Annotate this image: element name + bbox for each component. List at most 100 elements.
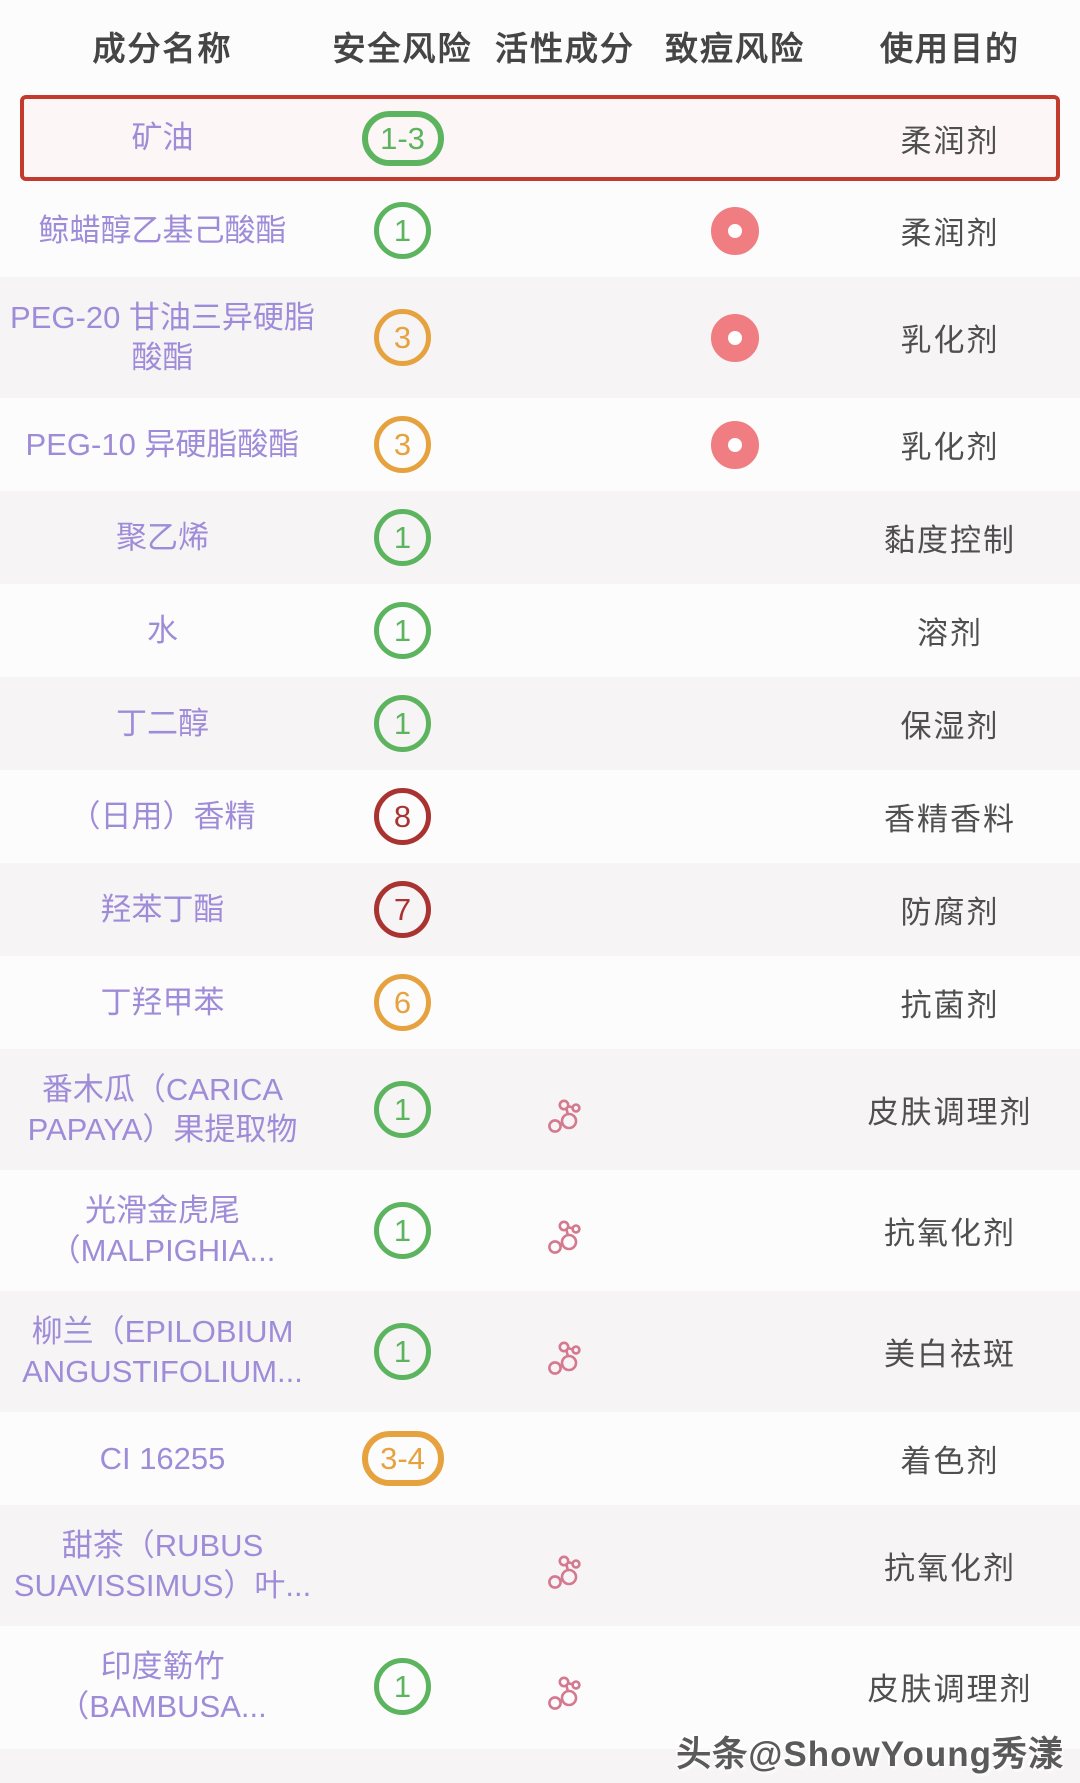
safety-risk-badge: 1 xyxy=(374,1323,431,1380)
active-ingredient-cell xyxy=(480,1662,650,1712)
safety-risk-cell: 1 xyxy=(325,1323,480,1380)
table-row[interactable]: 印度簕竹 （BAMBUSA... 1 皮肤调理剂 xyxy=(0,1626,1080,1747)
table-row[interactable]: 番木瓜（CARICA PAPAYA）果提取物 1 皮肤调理剂 xyxy=(0,1049,1080,1170)
safety-risk-cell: 3-4 xyxy=(325,1431,480,1486)
safety-risk-badge: 1 xyxy=(374,1081,431,1138)
ingredient-name[interactable]: 甜茶（RUBUS SUAVISSIMUS）叶... xyxy=(13,1527,312,1603)
ingredient-name[interactable]: 鲸蜡醇乙基己酸酯 xyxy=(38,212,287,248)
next-row-sliver xyxy=(0,1749,1080,1783)
table-row[interactable]: 矿油 1-3 柔润剂 xyxy=(0,92,1080,184)
acne-risk-donut-icon xyxy=(711,313,759,362)
safety-risk-cell: 3 xyxy=(325,309,480,366)
watermark: 头条@ShowYoung秀漾 xyxy=(676,1735,1064,1774)
usage-purpose: 香精香料 xyxy=(884,802,1016,837)
active-ingredient-cell xyxy=(480,1541,650,1591)
ingredient-name[interactable]: 丁羟甲苯 xyxy=(100,984,225,1020)
usage-purpose: 防腐剂 xyxy=(900,895,1000,930)
table-row[interactable]: 丁二醇 1 保湿剂 xyxy=(0,677,1080,770)
table-row[interactable]: 光滑金虎尾 （MALPIGHIA... 1 抗氧化剂 xyxy=(0,1170,1080,1291)
column-header-acne-risk: 致痘风险 xyxy=(665,30,805,67)
table-row[interactable]: 水 1 溶剂 xyxy=(0,584,1080,677)
usage-purpose: 柔润剂 xyxy=(900,216,1000,251)
usage-purpose: 溶剂 xyxy=(917,616,983,651)
ingredient-name[interactable]: （日用）香精 xyxy=(69,798,256,834)
acne-risk-cell xyxy=(650,313,820,362)
table-row[interactable]: 柳兰（EPILOBIUM ANGUSTIFOLIUM... 1 美白祛斑 xyxy=(0,1291,1080,1412)
active-ingredient-molecule-icon xyxy=(548,1676,581,1710)
safety-risk-cell: 1 xyxy=(325,695,480,752)
table-row[interactable]: （日用）香精 8 香精香料 xyxy=(0,770,1080,863)
active-ingredient-cell xyxy=(480,1085,650,1135)
ingredient-name[interactable]: 聚乙烯 xyxy=(116,519,209,555)
usage-purpose: 黏度控制 xyxy=(884,523,1016,558)
ingredient-name[interactable]: PEG-20 甘油三异硬脂 酸酯 xyxy=(10,299,315,375)
column-header-safety-risk: 安全风险 xyxy=(332,30,473,67)
safety-risk-badge: 1 xyxy=(374,509,431,566)
safety-risk-cell: 3 xyxy=(325,416,480,473)
safety-risk-cell: 8 xyxy=(325,788,480,845)
safety-risk-badge: 1-3 xyxy=(361,110,444,166)
ingredient-name[interactable]: 番木瓜（CARICA PAPAYA）果提取物 xyxy=(27,1071,298,1147)
ingredient-name[interactable]: 羟苯丁酯 xyxy=(100,891,225,927)
column-header-active-ingredient: 活性成分 xyxy=(495,30,635,67)
acne-risk-donut-icon xyxy=(711,206,759,255)
ingredient-name[interactable]: 印度簕竹 （BAMBUSA... xyxy=(58,1648,267,1724)
usage-purpose: 美白祛斑 xyxy=(884,1337,1016,1372)
column-header-ingredient-name: 成分名称 xyxy=(92,30,233,67)
safety-risk-badge: 1 xyxy=(374,1202,431,1259)
table-row[interactable]: 鲸蜡醇乙基己酸酯 1 柔润剂 xyxy=(0,184,1080,277)
active-ingredient-cell xyxy=(480,1206,650,1256)
usage-purpose: 抗氧化剂 xyxy=(884,1551,1016,1586)
safety-risk-cell: 7 xyxy=(325,881,480,938)
acne-risk-donut-icon xyxy=(711,420,759,469)
acne-risk-cell xyxy=(650,206,820,255)
column-header-usage-purpose: 使用目的 xyxy=(880,30,1020,67)
ingredient-name[interactable]: 柳兰（EPILOBIUM ANGUSTIFOLIUM... xyxy=(22,1313,303,1389)
active-ingredient-molecule-icon xyxy=(548,1555,581,1589)
safety-risk-badge: 3 xyxy=(374,416,431,473)
table-body: 矿油 1-3 柔润剂 鲸蜡醇乙基己酸酯 1 柔润剂 PEG-20 甘油三异硬脂 … xyxy=(0,92,1080,1747)
safety-risk-badge: 1 xyxy=(374,602,431,659)
safety-risk-cell: 1 xyxy=(325,509,480,566)
safety-risk-badge: 6 xyxy=(374,974,431,1031)
safety-risk-cell: 1 xyxy=(325,202,480,259)
safety-risk-cell: 1-3 xyxy=(325,110,480,166)
table-row[interactable]: 甜茶（RUBUS SUAVISSIMUS）叶... 抗氧化剂 xyxy=(0,1505,1080,1626)
safety-risk-badge: 1 xyxy=(374,695,431,752)
ingredient-name[interactable]: PEG-10 异硬脂酸酯 xyxy=(25,426,300,462)
safety-risk-badge: 1 xyxy=(374,202,431,259)
table-header: 成分名称 安全风险 活性成分 致痘风险 使用目的 xyxy=(0,0,1080,92)
safety-risk-cell: 1 xyxy=(325,1658,480,1715)
active-ingredient-molecule-icon xyxy=(548,1099,581,1133)
usage-purpose: 乳化剂 xyxy=(900,430,1000,465)
table-row[interactable]: PEG-20 甘油三异硬脂 酸酯 3 乳化剂 xyxy=(0,277,1080,398)
usage-purpose: 抗菌剂 xyxy=(900,988,1000,1023)
safety-risk-badge: 3-4 xyxy=(361,1431,444,1486)
table-row[interactable]: 丁羟甲苯 6 抗菌剂 xyxy=(0,956,1080,1049)
usage-purpose: 抗氧化剂 xyxy=(884,1216,1016,1251)
safety-risk-badge: 1 xyxy=(374,1658,431,1715)
safety-risk-cell: 1 xyxy=(325,602,480,659)
ingredient-name[interactable]: 光滑金虎尾 （MALPIGHIA... xyxy=(49,1192,276,1268)
ingredient-name[interactable]: 丁二醇 xyxy=(116,705,209,741)
safety-risk-badge: 8 xyxy=(374,788,431,845)
safety-risk-cell: 6 xyxy=(325,974,480,1031)
usage-purpose: 柔润剂 xyxy=(900,123,1000,159)
ingredient-name[interactable]: CI 16255 xyxy=(99,1440,226,1476)
usage-purpose: 乳化剂 xyxy=(900,323,1000,358)
usage-purpose: 保湿剂 xyxy=(900,709,1000,744)
active-ingredient-molecule-icon xyxy=(548,1220,581,1254)
usage-purpose: 皮肤调理剂 xyxy=(867,1095,1033,1130)
acne-risk-cell xyxy=(650,420,820,469)
usage-purpose: 着色剂 xyxy=(900,1444,1000,1479)
active-ingredient-molecule-icon xyxy=(548,1341,581,1375)
table-row[interactable]: PEG-10 异硬脂酸酯 3 乳化剂 xyxy=(0,398,1080,491)
ingredient-name[interactable]: 矿油 xyxy=(131,120,194,155)
ingredient-name[interactable]: 水 xyxy=(147,612,178,648)
table-row[interactable]: CI 16255 3-4 着色剂 xyxy=(0,1412,1080,1505)
usage-purpose: 皮肤调理剂 xyxy=(867,1672,1033,1707)
table-row[interactable]: 聚乙烯 1 黏度控制 xyxy=(0,491,1080,584)
table-row[interactable]: 羟苯丁酯 7 防腐剂 xyxy=(0,863,1080,956)
safety-risk-badge: 7 xyxy=(374,881,431,938)
